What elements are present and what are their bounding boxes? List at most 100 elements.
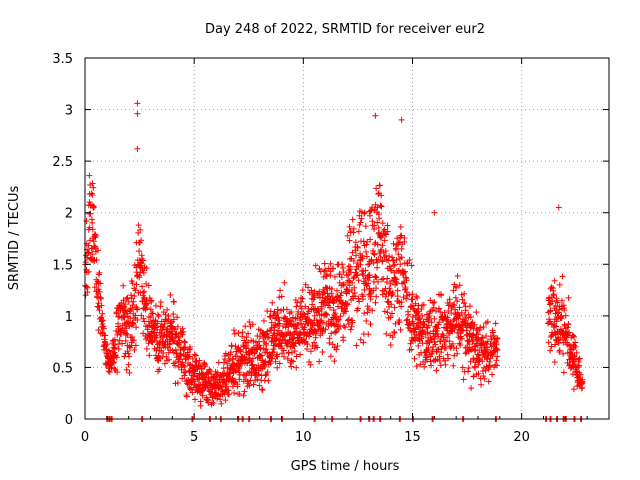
data-point <box>305 284 312 291</box>
data-point <box>365 331 372 338</box>
data-point <box>403 295 410 302</box>
data-point <box>484 338 491 345</box>
data-point <box>173 330 180 337</box>
data-point <box>367 236 374 243</box>
data-point <box>434 325 441 332</box>
data-point <box>134 100 141 107</box>
data-point <box>89 191 96 198</box>
data-point <box>147 314 154 321</box>
data-point <box>97 294 104 301</box>
data-point <box>111 349 118 356</box>
data-point <box>551 359 558 366</box>
data-point <box>276 294 283 301</box>
data-point <box>458 291 465 298</box>
data-point <box>340 322 347 329</box>
data-point <box>207 367 214 374</box>
data-point <box>297 334 304 341</box>
data-point <box>364 303 371 310</box>
data-point <box>315 307 322 314</box>
data-point <box>190 373 197 380</box>
data-point <box>126 369 133 376</box>
data-point <box>110 359 117 366</box>
data-point <box>326 304 333 311</box>
data-point <box>423 340 430 347</box>
data-point <box>115 341 122 348</box>
data-point <box>94 247 101 254</box>
data-point <box>478 381 485 388</box>
y-axis-label: SRMTID / TECUs <box>7 186 22 291</box>
data-point <box>204 384 211 391</box>
data-point <box>553 318 560 325</box>
data-point <box>126 353 133 360</box>
data-point <box>174 379 181 386</box>
data-point <box>299 287 306 294</box>
data-point <box>461 299 468 306</box>
data-point <box>352 239 359 246</box>
data-point <box>388 301 395 308</box>
data-point <box>347 263 354 270</box>
data-point <box>197 402 204 409</box>
data-point <box>428 319 435 326</box>
data-point <box>489 329 496 336</box>
data-point <box>428 336 435 343</box>
data-point <box>172 362 179 369</box>
data-point <box>467 314 474 321</box>
data-point <box>373 185 380 192</box>
data-point <box>225 391 232 398</box>
data-point <box>378 192 385 199</box>
data-point <box>550 291 557 298</box>
data-point <box>486 362 493 369</box>
data-point <box>202 378 209 385</box>
data-point <box>359 270 366 277</box>
data-point <box>560 350 567 357</box>
data-point <box>280 347 287 354</box>
data-point <box>378 276 385 283</box>
data-point <box>559 273 566 280</box>
data-point <box>338 289 345 296</box>
data-point <box>362 267 369 274</box>
data-point <box>155 311 162 318</box>
data-point <box>379 220 386 227</box>
data-point <box>323 271 330 278</box>
data-point <box>144 300 151 307</box>
data-point <box>309 301 316 308</box>
data-point <box>227 370 234 377</box>
data-point <box>396 319 403 326</box>
data-point <box>245 339 252 346</box>
data-point <box>189 389 196 396</box>
data-point <box>360 339 367 346</box>
data-point <box>259 386 266 393</box>
data-point <box>349 279 356 286</box>
data-point <box>112 352 119 359</box>
data-point <box>427 297 434 304</box>
data-point <box>227 349 234 356</box>
data-point <box>336 271 343 278</box>
data-point <box>562 336 569 343</box>
data-point <box>124 331 131 338</box>
data-point <box>430 357 437 364</box>
data-point <box>276 317 283 324</box>
data-point <box>459 296 466 303</box>
data-point <box>354 271 361 278</box>
data-point <box>340 268 347 275</box>
data-point <box>96 269 103 276</box>
data-point <box>551 277 558 284</box>
data-point <box>246 382 253 389</box>
data-point <box>172 333 179 340</box>
data-point <box>292 297 299 304</box>
x-tick-label: 0 <box>81 430 89 445</box>
y-tick-label: 3.5 <box>52 52 73 67</box>
data-point <box>274 330 281 337</box>
data-point <box>302 303 309 310</box>
data-point <box>92 232 99 239</box>
data-point <box>231 330 238 337</box>
data-point <box>350 258 357 265</box>
data-point <box>91 284 98 291</box>
data-point <box>457 342 464 349</box>
data-point <box>292 328 299 335</box>
data-point <box>265 377 272 384</box>
data-point <box>307 348 314 355</box>
data-point <box>322 326 329 333</box>
data-point <box>345 277 352 284</box>
data-point <box>237 348 244 355</box>
